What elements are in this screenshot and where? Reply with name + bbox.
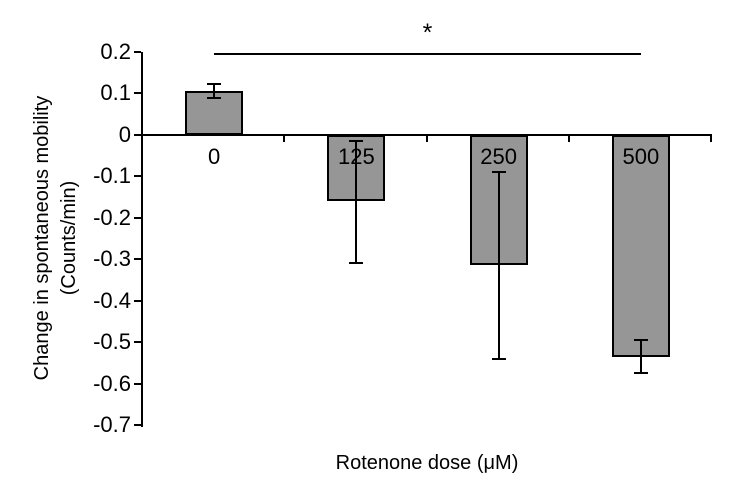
y-tick-label: -0.5 <box>93 329 131 355</box>
y-tick-label: -0.1 <box>93 163 131 189</box>
error-bar-cap-top <box>491 171 506 174</box>
category-label: 500 <box>622 143 660 169</box>
y-tick-label: -0.4 <box>93 287 131 313</box>
error-bar-cap-bottom <box>207 97 222 100</box>
y-axis-tick <box>134 299 141 302</box>
error-bar-cap-top <box>349 140 364 143</box>
y-axis-tick <box>134 424 141 426</box>
y-tick-label: -0.7 <box>93 412 131 437</box>
category-label: 125 <box>338 143 375 169</box>
significance-line <box>214 53 641 55</box>
bar-0 <box>185 91 244 135</box>
error-bar-cap-top <box>633 339 648 342</box>
x-axis-tick <box>567 134 570 142</box>
y-tick-label: -0.3 <box>93 246 131 272</box>
error-bar-line <box>639 340 642 374</box>
y-tick-label: 0 <box>118 121 131 147</box>
error-bar-line <box>355 141 358 264</box>
y-axis-tick <box>134 258 141 261</box>
y-tick-label: 0.1 <box>100 80 131 106</box>
y-axis-tick <box>134 382 141 385</box>
y-tick-label: 0.2 <box>100 39 131 64</box>
y-tick-label: -0.2 <box>93 204 131 230</box>
error-bar-line <box>497 172 500 359</box>
y-tick-label: -0.6 <box>93 370 131 396</box>
y-axis-tick <box>134 133 141 136</box>
error-bar-cap-top <box>207 83 222 86</box>
x-axis-tick <box>283 134 286 142</box>
error-bar-cap-bottom <box>633 372 648 375</box>
y-axis-tick <box>134 175 141 178</box>
significance-star-label: * <box>422 19 433 47</box>
error-bar-line <box>213 84 216 99</box>
error-bar-cap-bottom <box>491 357 506 360</box>
category-label: 250 <box>480 143 517 169</box>
y-axis-tick <box>134 341 141 344</box>
x-axis-title: Rotenone dose (μM) <box>335 452 519 474</box>
y-axis-tick <box>134 216 141 219</box>
y-axis-tick <box>134 92 141 95</box>
category-label: 0 <box>208 143 221 169</box>
x-axis-tick <box>425 134 428 142</box>
error-bar-cap-bottom <box>349 262 364 265</box>
y-axis-line <box>141 52 143 427</box>
x-axis-tick <box>710 134 712 142</box>
y-axis-tick <box>134 51 141 53</box>
